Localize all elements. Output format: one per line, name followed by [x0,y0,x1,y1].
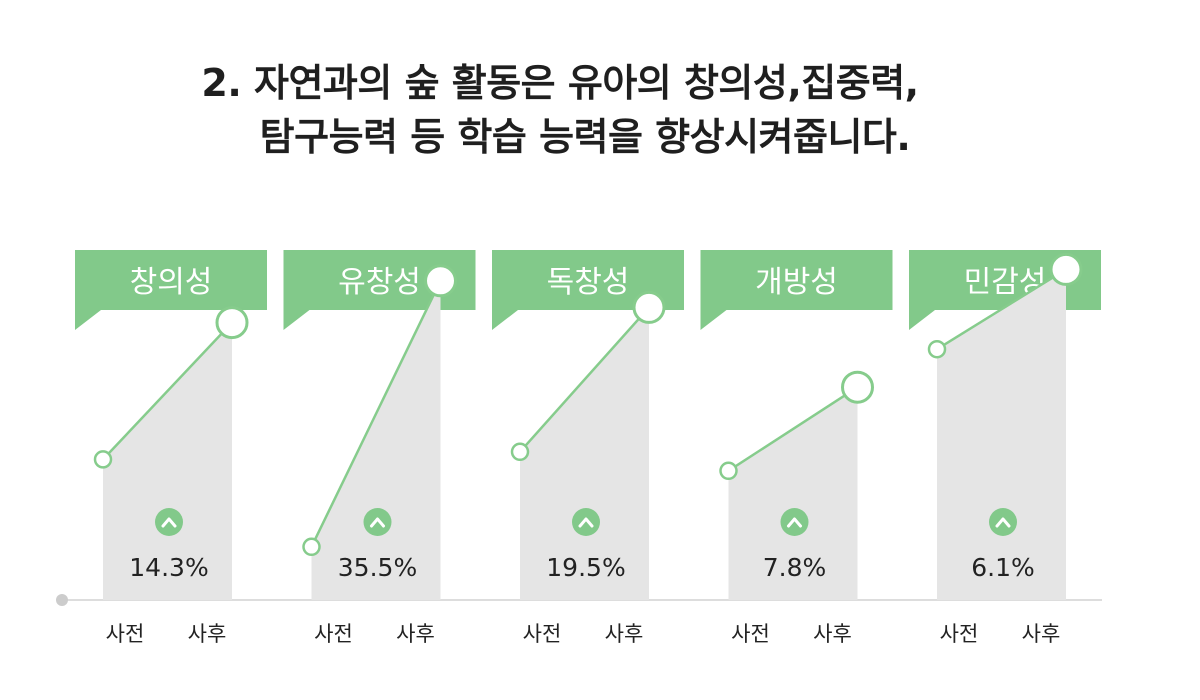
increase-badge [989,508,1017,536]
panel-tag-label: 창의성 [130,265,213,300]
series-line [727,386,859,472]
category-label-before: 사전 [731,622,770,646]
chart-panel: 창의성 14.3% 사전 사후 [75,250,267,646]
chevron-up-icon [787,517,802,528]
category-label-after: 사후 [813,622,852,646]
category-label-after: 사후 [605,622,644,646]
panel-tag-label: 독창성 [547,265,630,300]
panel-tag-label: 유창성 [338,265,421,300]
series-area [520,307,649,600]
series-line [519,306,650,453]
increase-badge [155,508,183,536]
category-label-after: 사후 [188,622,227,646]
series-area [311,280,441,600]
point-after [215,306,249,340]
title-line-2: 탐구능력 등 학습 능력을 향상시켜줍니다. [259,115,911,159]
category-label-after: 사후 [1022,622,1061,646]
point-before [93,450,113,469]
panel-tag [75,250,267,330]
increase-badge [363,508,392,536]
chevron-up-icon [995,517,1011,528]
axis-start-dot [56,594,68,606]
point-after [424,264,457,298]
chart-panel: 유창성 35.5% 사전 사후 [283,250,476,646]
series-line [936,268,1067,351]
title-line-1: 2. 자연과의 숲 활동은 유아의 창의성,집중력, [201,61,919,105]
category-label-before: 사전 [940,622,979,646]
chevron-up-icon [578,517,594,528]
chart-panel: 독창성 19.5% 사전 사후 [492,250,684,646]
category-label-after: 사후 [396,622,435,646]
change-label: 19.5% [546,553,625,582]
point-after [1049,252,1083,286]
change-label: 6.1% [971,553,1035,582]
category-label-before: 사전 [314,622,353,646]
chevron-up-icon [161,517,177,528]
series-area [937,269,1066,600]
point-before [927,339,947,359]
series-line [102,321,233,461]
point-after [632,290,666,324]
change-label: 35.5% [338,553,417,582]
point-after [841,370,874,404]
chart-panel: 개방성 7.8% 사전 사후 [700,250,893,646]
page-title: 2. 자연과의 숲 활동은 유아의 창의성,집중력, 탐구능력 등 학습 능력을… [0,56,1140,164]
point-before [302,537,321,557]
series-area [728,387,858,600]
change-label: 7.8% [763,553,827,582]
category-label-before: 사전 [106,622,145,646]
category-label-before: 사전 [523,622,562,646]
increase-badge [572,508,600,536]
increase-badge [780,508,809,536]
point-before [719,461,738,481]
series-line [310,280,442,548]
panel-tag-label: 개방성 [755,265,838,300]
change-label: 14.3% [129,553,208,582]
point-before [510,442,530,462]
panel-tag [700,250,893,330]
series-area [103,322,232,600]
chevron-up-icon [370,517,385,528]
